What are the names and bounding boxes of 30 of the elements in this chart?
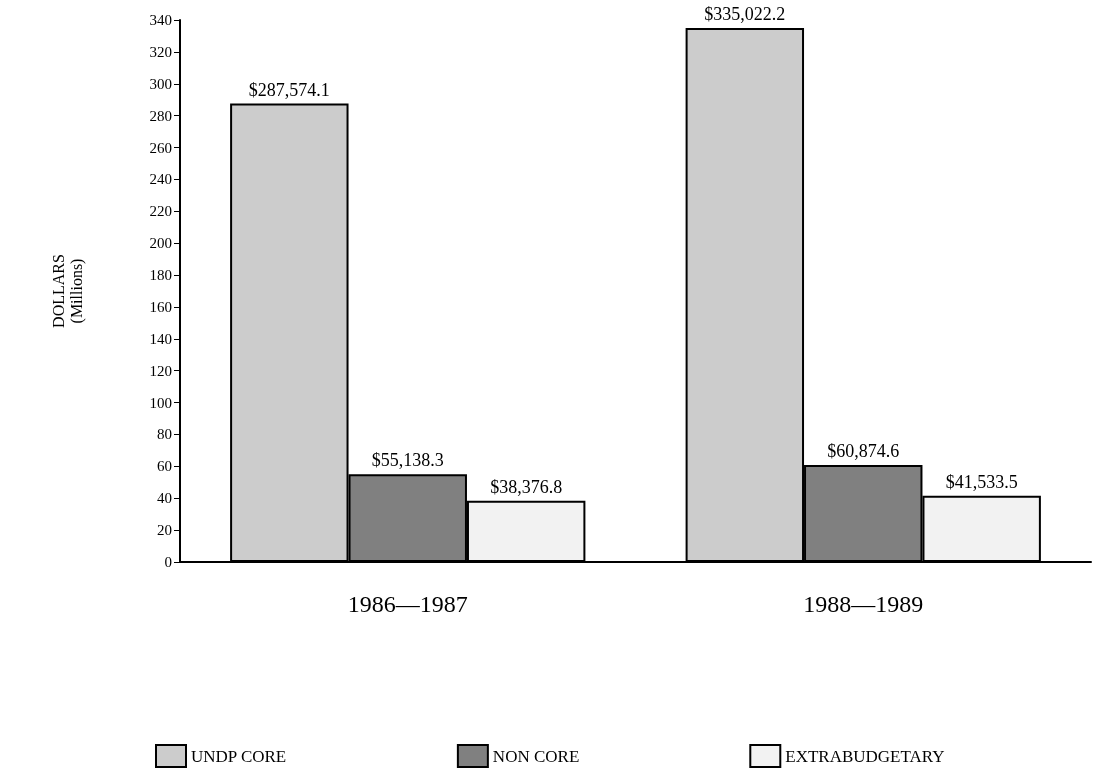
annotation: $55,138.3 bbox=[371, 450, 444, 471]
y-tick-label: 340 bbox=[149, 12, 172, 28]
x-tick-label: 1988—1989 bbox=[803, 591, 924, 617]
y-tick-label: 80 bbox=[157, 426, 172, 443]
y-tick-label: 0 bbox=[164, 554, 172, 570]
y-tick-label: 60 bbox=[157, 458, 172, 475]
y-tick-label: 220 bbox=[149, 203, 172, 220]
annotation: $335,022.2 bbox=[704, 3, 786, 24]
y-tick-label: 100 bbox=[149, 394, 172, 411]
legend-label: EXTRABUDGETARY bbox=[785, 746, 945, 766]
y-tick-label: 280 bbox=[149, 107, 172, 124]
annotation: $60,874.6 bbox=[827, 440, 900, 461]
y-tick-label: 200 bbox=[149, 235, 172, 252]
y-tick-label: 40 bbox=[157, 490, 172, 507]
y-tick-label: 140 bbox=[149, 330, 172, 347]
y-tick-label: 180 bbox=[149, 267, 172, 284]
y-tick-label: 120 bbox=[149, 362, 172, 379]
y-tick-label: 320 bbox=[149, 43, 172, 60]
x-tick-label: 1986—1987 bbox=[347, 591, 468, 617]
y-tick-label: 260 bbox=[149, 139, 172, 156]
annotation: $38,376.8 bbox=[490, 476, 563, 497]
y-tick-label: 160 bbox=[149, 298, 172, 315]
legend-label: UNDP CORE bbox=[191, 746, 287, 766]
annotation: $287,574.1 bbox=[248, 79, 330, 100]
annotation: $41,533.5 bbox=[945, 471, 1018, 492]
y-tick-label: 20 bbox=[157, 522, 172, 539]
legend-label: NON CORE bbox=[492, 746, 580, 766]
y-tick-label: 240 bbox=[149, 171, 172, 188]
y-tick-label: 300 bbox=[149, 75, 172, 92]
y-axis-title: DOLLARS (Millions) bbox=[49, 254, 86, 328]
